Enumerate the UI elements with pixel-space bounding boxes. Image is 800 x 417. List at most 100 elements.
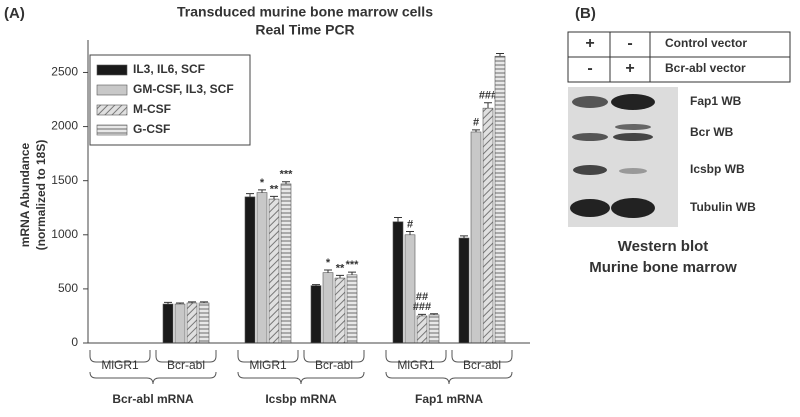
group-label: Fap1 mRNA [415, 392, 483, 406]
y-tick-label: 500 [58, 281, 78, 295]
y-tick-label: 1500 [51, 173, 78, 187]
x-tick-label: MiGR1 [101, 358, 139, 372]
y-axis-label: (normalized to 18S) [34, 140, 48, 251]
blot-caption: Murine bone marrow [589, 259, 737, 276]
error-bar [164, 301, 172, 305]
bar [310, 285, 322, 344]
x-tick-label: Bcr-abl [167, 358, 205, 372]
bar [482, 107, 494, 344]
error-bar [258, 189, 266, 193]
y-tick-label: 2500 [51, 65, 78, 79]
error-bar [394, 216, 402, 222]
panel-label: (A) [4, 5, 25, 22]
bar [334, 277, 346, 344]
bar [346, 274, 358, 344]
category-bracket [303, 350, 365, 363]
x-tick-label: Bcr-abl [463, 358, 501, 372]
x-tick-label: MiGR1 [397, 358, 435, 372]
chart-title: Transduced murine bone marrow cells [177, 4, 433, 20]
error-bar [188, 301, 196, 303]
significance-label: ** [336, 262, 345, 274]
error-bar [430, 313, 438, 315]
category-bracket [237, 350, 299, 363]
blot-band-label: Tubulin WB [690, 200, 756, 214]
error-bar [460, 235, 468, 239]
blot-caption: Western blot [618, 238, 709, 255]
bar [428, 314, 440, 344]
category-bracket [451, 350, 513, 363]
bar [392, 221, 404, 344]
bar [198, 302, 210, 344]
blot-header [567, 31, 791, 83]
panel-label: (B) [575, 5, 596, 22]
error-bar [176, 302, 184, 305]
blot-sign: - [587, 60, 592, 77]
bar [244, 196, 256, 344]
significance-label: * [326, 257, 331, 269]
legend-label: GM-CSF, IL3, SCF [133, 82, 234, 96]
bar [470, 131, 482, 344]
y-tick-label: 2000 [51, 119, 78, 133]
x-tick-label: MiGR1 [249, 358, 287, 372]
group-label: Bcr-abl mRNA [112, 392, 194, 406]
blot-sign: + [625, 60, 634, 77]
significance-label: *** [346, 259, 360, 271]
category-bracket [155, 350, 217, 363]
significance-label: # [407, 218, 413, 230]
legend-swatch [96, 104, 128, 116]
y-tick-label: 0 [71, 335, 78, 349]
blot-sign: - [627, 35, 632, 52]
bar [186, 302, 198, 344]
blot-image [568, 87, 678, 227]
group-bracket [385, 371, 513, 385]
x-tick-label: Bcr-abl [315, 358, 353, 372]
error-bar [484, 102, 492, 109]
bar [280, 183, 292, 344]
chart-subtitle: Real Time PCR [255, 22, 354, 38]
group-bracket [237, 371, 365, 385]
group-bracket [89, 371, 217, 385]
bar [174, 303, 186, 344]
legend-swatch [96, 124, 128, 136]
blot-row-label: Control vector [665, 36, 747, 50]
y-axis-label: mRNA Abundance [18, 142, 32, 247]
error-bar [472, 129, 480, 132]
significance-label: ### [479, 90, 497, 102]
category-bracket [385, 350, 447, 363]
bar [256, 192, 268, 344]
bar [404, 234, 416, 344]
bar [458, 237, 470, 344]
significance-label: *** [280, 169, 294, 181]
blot-band-label: Fap1 WB [690, 94, 742, 108]
error-bar [282, 181, 290, 184]
error-bar [246, 193, 254, 197]
blot-sign: + [585, 35, 594, 52]
legend-label: M-CSF [133, 102, 171, 116]
error-bar [336, 274, 344, 279]
legend-swatch [96, 64, 128, 76]
bar [268, 198, 280, 344]
significance-label: ## [416, 291, 428, 303]
group-label: Icsbp mRNA [265, 392, 337, 406]
error-bar [496, 53, 504, 57]
category-bracket [89, 350, 151, 363]
legend-swatch [96, 84, 128, 96]
significance-label: # [473, 117, 479, 129]
significance-label: ** [270, 183, 279, 195]
legend-label: IL3, IL6, SCF [133, 62, 205, 76]
bar [322, 272, 334, 344]
blot-row-label: Bcr-abl vector [665, 61, 746, 75]
error-bar [324, 269, 332, 273]
bar [162, 303, 174, 344]
blot-band-label: Icsbp WB [690, 162, 745, 176]
significance-label: * [260, 177, 265, 189]
bar [416, 315, 428, 344]
error-bar [348, 271, 356, 275]
bar [494, 55, 506, 344]
error-bar [200, 301, 208, 303]
blot-band-label: Bcr WB [690, 125, 734, 139]
y-tick-label: 1000 [51, 227, 78, 241]
error-bar [418, 313, 426, 316]
error-bar [406, 231, 414, 235]
